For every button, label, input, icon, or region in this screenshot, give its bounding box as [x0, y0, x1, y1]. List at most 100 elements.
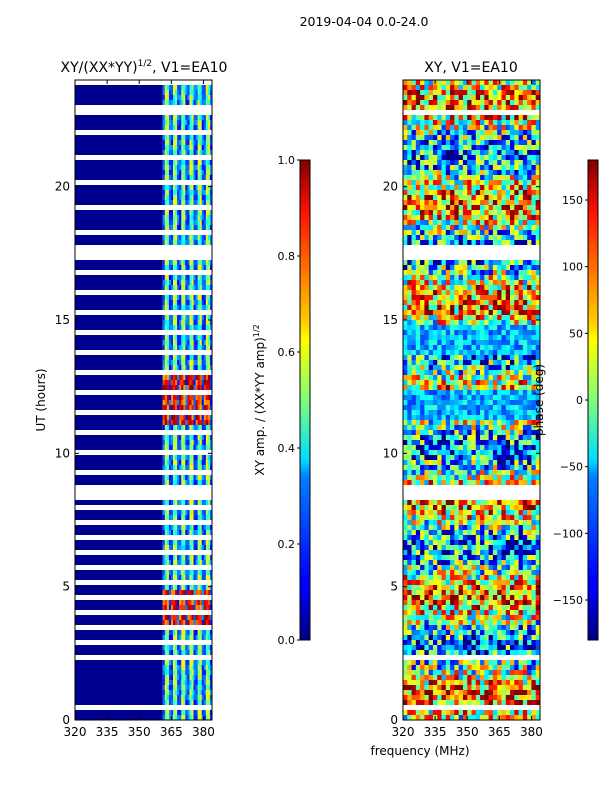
- phase-cell: [514, 470, 519, 475]
- phase-cell: [462, 625, 468, 630]
- phase-cell: [437, 525, 442, 530]
- phase-cell: [531, 625, 537, 630]
- phase-cell: [518, 630, 524, 635]
- amplitude-cell: [170, 160, 174, 165]
- phase-cell: [488, 615, 494, 620]
- phase-cell: [497, 635, 502, 640]
- amplitude-cell: [201, 440, 205, 445]
- phase-cell: [522, 580, 528, 585]
- phase-cell: [510, 435, 515, 440]
- phase-cell: [424, 355, 429, 360]
- amplitude-cell: [193, 710, 196, 715]
- amplitude-cell: [203, 630, 207, 635]
- amplitude-cell: [199, 340, 203, 345]
- amplitude-cell: [164, 455, 168, 460]
- phase-cell: [450, 425, 455, 430]
- phase-cell: [454, 345, 459, 350]
- amplitude-cell: [195, 210, 198, 215]
- amplitude-cell: [195, 680, 198, 685]
- amplitude-cell: [197, 630, 200, 635]
- phase-cell: [411, 320, 417, 325]
- phase-cell: [484, 395, 489, 400]
- phase-cell: [467, 665, 472, 670]
- amplitude-cell: [205, 635, 209, 640]
- amplitude-cell: [205, 220, 209, 225]
- phase-cell: [450, 430, 455, 435]
- amplitude-cell: [205, 165, 209, 170]
- amplitude-cell: [193, 85, 196, 90]
- phase-cell: [480, 545, 485, 550]
- phase-cell: [518, 610, 524, 615]
- phase-cell: [445, 555, 451, 560]
- phase-cell: [458, 430, 464, 435]
- phase-cell: [492, 555, 498, 560]
- phase-cell: [428, 600, 434, 605]
- phase-cell: [527, 710, 532, 715]
- amplitude-cell: [170, 360, 174, 365]
- phase-cell: [531, 505, 537, 510]
- amplitude-cell: [203, 355, 207, 360]
- amplitude-cell: [164, 415, 168, 420]
- amplitude-cell: [205, 445, 209, 450]
- amplitude-cell: [166, 455, 170, 460]
- amplitude-cell: [201, 185, 205, 190]
- phase-cell: [497, 360, 502, 365]
- phase-cell: [462, 590, 468, 595]
- phase-cell: [522, 380, 528, 385]
- amplitude-cell: [173, 590, 176, 595]
- phase-cell: [518, 685, 524, 690]
- phase-cell: [497, 570, 502, 575]
- phase-cell: [518, 395, 524, 400]
- amplitude-cell: [185, 380, 188, 385]
- amplitude-cell: [179, 195, 182, 200]
- amplitude-cell: [193, 295, 196, 300]
- phase-cell: [407, 420, 412, 425]
- amplitude-cell: [195, 375, 198, 380]
- amplitude-cell: [207, 280, 211, 285]
- amplitude-cell: [168, 280, 172, 285]
- amplitude-cell: [209, 630, 212, 635]
- phase-cell: [488, 715, 494, 720]
- amplitude-cell: [181, 460, 184, 465]
- phase-cell: [454, 370, 459, 375]
- phase-cell: [501, 475, 507, 480]
- phase-cell: [492, 415, 498, 420]
- amplitude-cell: [170, 115, 174, 120]
- amplitude-cell: [199, 195, 203, 200]
- amplitude-cell: [201, 660, 205, 665]
- amplitude-cell: [168, 630, 172, 635]
- amplitude-cell: [166, 710, 170, 715]
- phase-cell: [492, 445, 498, 450]
- amplitude-cell: [209, 140, 212, 145]
- amplitude-cell: [195, 360, 198, 365]
- amplitude-cell: [197, 685, 200, 690]
- amplitude-cell: [183, 715, 186, 720]
- phase-cell: [428, 675, 434, 680]
- amplitude-cell: [173, 125, 176, 130]
- phase-cell: [510, 380, 515, 385]
- phase-cell: [527, 640, 532, 645]
- phase-cell: [407, 550, 412, 555]
- phase-cell: [428, 680, 434, 685]
- amplitude-cell: [168, 525, 172, 530]
- phase-cell: [403, 410, 408, 415]
- amplitude-cell: [203, 305, 207, 310]
- phase-cell: [432, 445, 438, 450]
- amplitude-cell: [195, 95, 198, 100]
- phase-cell: [510, 455, 515, 460]
- amplitude-cell: [197, 615, 200, 620]
- amplitude-cell: [166, 380, 170, 385]
- amplitude-cell: [209, 340, 212, 345]
- phase-cell: [428, 595, 434, 600]
- phase-cell: [462, 685, 468, 690]
- phase-cell: [480, 350, 485, 355]
- amplitude-cell: [195, 455, 198, 460]
- phase-cell: [441, 550, 447, 555]
- phase-cell: [471, 310, 477, 315]
- amplitude-cell: [207, 200, 211, 205]
- phase-cell: [497, 435, 502, 440]
- amplitude-cell: [164, 175, 168, 180]
- amplitude-cell: [162, 215, 166, 220]
- phase-cell: [514, 650, 519, 655]
- amplitude-cell: [195, 170, 198, 175]
